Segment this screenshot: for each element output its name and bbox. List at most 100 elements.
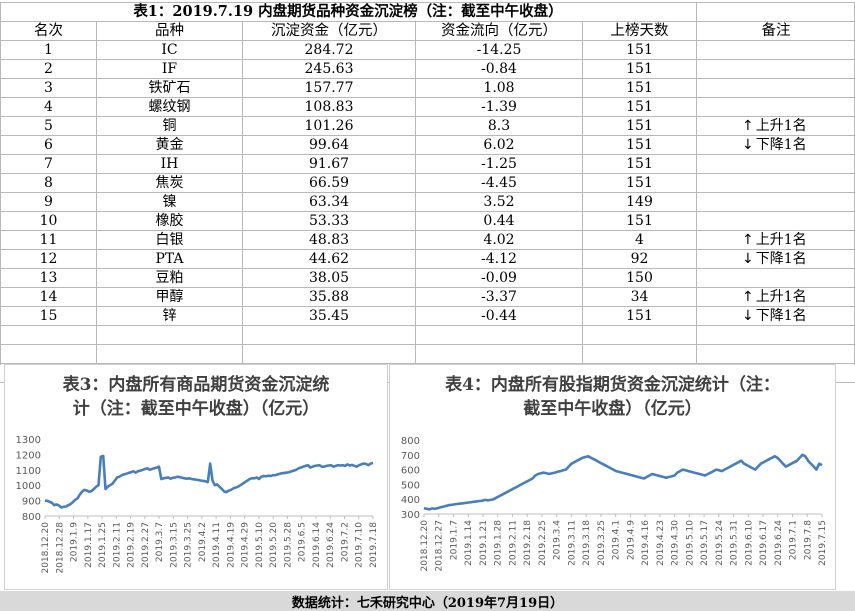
- x-tick-label: 2019.5.20: [269, 522, 279, 568]
- x-tick-label: 2019.3.15: [169, 522, 179, 568]
- header-deposit: 沉淀资金（亿元）: [271, 22, 387, 39]
- x-tick-label: 2019.7.8: [803, 520, 813, 560]
- days-cell: 34: [630, 288, 649, 305]
- deposit-cell: 99.64: [308, 136, 350, 153]
- note-cell: [738, 40, 855, 59]
- x-tick-label: 2019.1.7: [449, 520, 459, 560]
- x-tick-label: 2019.2.11: [508, 520, 518, 566]
- commodity-line-chart: 800 900 1000 1100 1200 1300 2018.12.20 2018.12.…: [16, 435, 379, 574]
- x-tick-label: 2019.4.2: [198, 522, 208, 562]
- deposit-cell: 101.26: [304, 117, 354, 134]
- grid-line: [0, 116, 855, 117]
- variety-cell: IH: [160, 155, 179, 172]
- data-source-footer: 数据统计：七禾研究中心（2019年7月19日）: [0, 591, 855, 611]
- x-tick-label: 2019.6.14: [312, 522, 322, 568]
- deposit-cell: 44.62: [308, 250, 350, 267]
- x-tick-label: 2019.3.4: [553, 520, 563, 560]
- grid-line: [0, 59, 855, 60]
- grid-line: [415, 21, 416, 365]
- y-tick-label: 600: [401, 466, 420, 477]
- note-cell: ↓ 下降1名: [738, 249, 855, 268]
- note-cell: [738, 173, 855, 192]
- variety-cell: 黄金: [155, 136, 184, 153]
- grid-line: [0, 135, 855, 136]
- x-tick-label: 2019.7.10: [355, 522, 365, 568]
- rank-change-note: 下降1名: [755, 136, 807, 153]
- x-tick-label: 2018.12.27: [435, 520, 445, 572]
- variety-cell: 甲醇: [155, 288, 184, 305]
- x-tick-label: 2019.1.25: [98, 522, 108, 568]
- grid-line: [0, 2, 1, 365]
- rank-change-note: 下降1名: [755, 307, 807, 324]
- x-tick-label: 2019.3.18: [582, 520, 592, 566]
- variety-cell: 螺纹钢: [148, 98, 191, 115]
- flow-cell: -0.84: [481, 60, 517, 77]
- grid-line: [0, 192, 855, 193]
- x-tick-label: 2019.1.14: [464, 520, 474, 566]
- x-tick-label: 2019.4.11: [212, 522, 222, 568]
- days-cell: 151: [626, 79, 653, 96]
- note-cell: [738, 268, 855, 287]
- y-tick-label: 500: [401, 480, 420, 491]
- rank-cell: 13: [39, 269, 58, 286]
- grid-line: [0, 97, 855, 98]
- arrow-up-icon: ↑: [742, 231, 754, 248]
- x-tick-label: 2019.6.17: [759, 520, 769, 566]
- y-tick-label: 1100: [16, 466, 41, 477]
- header-days: 上榜天数: [610, 22, 669, 39]
- variety-cell: 焦炭: [155, 174, 184, 191]
- deposit-cell: 66.59: [308, 174, 350, 191]
- arrow-down-icon: ↓: [742, 250, 754, 267]
- flow-cell: -1.25: [481, 155, 517, 172]
- days-cell: 151: [626, 307, 653, 324]
- variety-cell: 锌: [162, 307, 177, 324]
- rank-change-note: 下降1名: [755, 250, 807, 267]
- note-cell: ↑ 上升1名: [738, 287, 855, 306]
- days-cell: 151: [626, 41, 653, 58]
- x-tick-label: 2019.3.25: [184, 522, 194, 568]
- y-tick-label: 1300: [16, 435, 41, 446]
- variety-cell: IF: [161, 60, 178, 77]
- flow-cell: -3.37: [481, 288, 517, 305]
- days-cell: 150: [626, 269, 653, 286]
- variety-cell: 铁矿石: [148, 79, 191, 96]
- y-tick-label: 900: [22, 497, 41, 508]
- x-tick-label: 2019.7.15: [818, 520, 828, 566]
- series-line: [44, 454, 374, 509]
- rank-cell: 5: [44, 117, 53, 134]
- variety-cell: PTA: [155, 250, 184, 267]
- grid-line: [242, 21, 243, 365]
- flow-cell: -14.25: [476, 41, 522, 58]
- flow-cell: -0.44: [481, 307, 517, 324]
- arrow-up-icon: ↑: [742, 117, 754, 134]
- y-tick-label: 400: [401, 495, 420, 506]
- flow-cell: 8.3: [487, 117, 511, 134]
- series-line: [423, 453, 823, 511]
- deposit-cell: 35.45: [308, 307, 350, 324]
- deposit-cell: 63.34: [308, 193, 350, 210]
- index-chart-panel: 表4：内盘所有股指期货资金沉淀统计（注： 截至中午收盘）（亿元） 300 400 5…: [389, 364, 836, 590]
- x-tick-label: 2019.6.5: [298, 522, 308, 562]
- rank-cell: 8: [44, 174, 53, 191]
- x-tick-label: 2018.12.20: [41, 522, 51, 574]
- days-cell: 149: [626, 193, 653, 210]
- flow-cell: -4.12: [481, 250, 517, 267]
- x-tick-label: 2019.7.1: [789, 520, 799, 560]
- flow-cell: 1.08: [483, 79, 515, 96]
- rank-cell: 14: [39, 288, 58, 305]
- grid-line: [582, 21, 583, 365]
- x-tick-label: 2019.1.17: [84, 522, 94, 568]
- x-tick-label: 2019.5.28: [283, 522, 293, 568]
- note-cell: ↓ 下降1名: [738, 135, 855, 154]
- x-tick-label: 2019.5.24: [715, 520, 725, 566]
- flow-cell: -1.39: [481, 98, 517, 115]
- days-cell: 151: [626, 136, 653, 153]
- grid-line: [0, 21, 855, 22]
- index-line-chart: 300 400 500 600 700 800 2018.12.20 2018.12.27 20…: [401, 436, 828, 572]
- rank-cell: 9: [44, 193, 53, 210]
- y-tick-label: 300: [401, 510, 420, 521]
- days-cell: 151: [626, 155, 653, 172]
- table-title: 表1：2019.7.19 内盘期货品种资金沉淀榜（注：截至中午收盘）: [133, 2, 563, 20]
- x-tick-label: 2019.6.24: [774, 520, 784, 566]
